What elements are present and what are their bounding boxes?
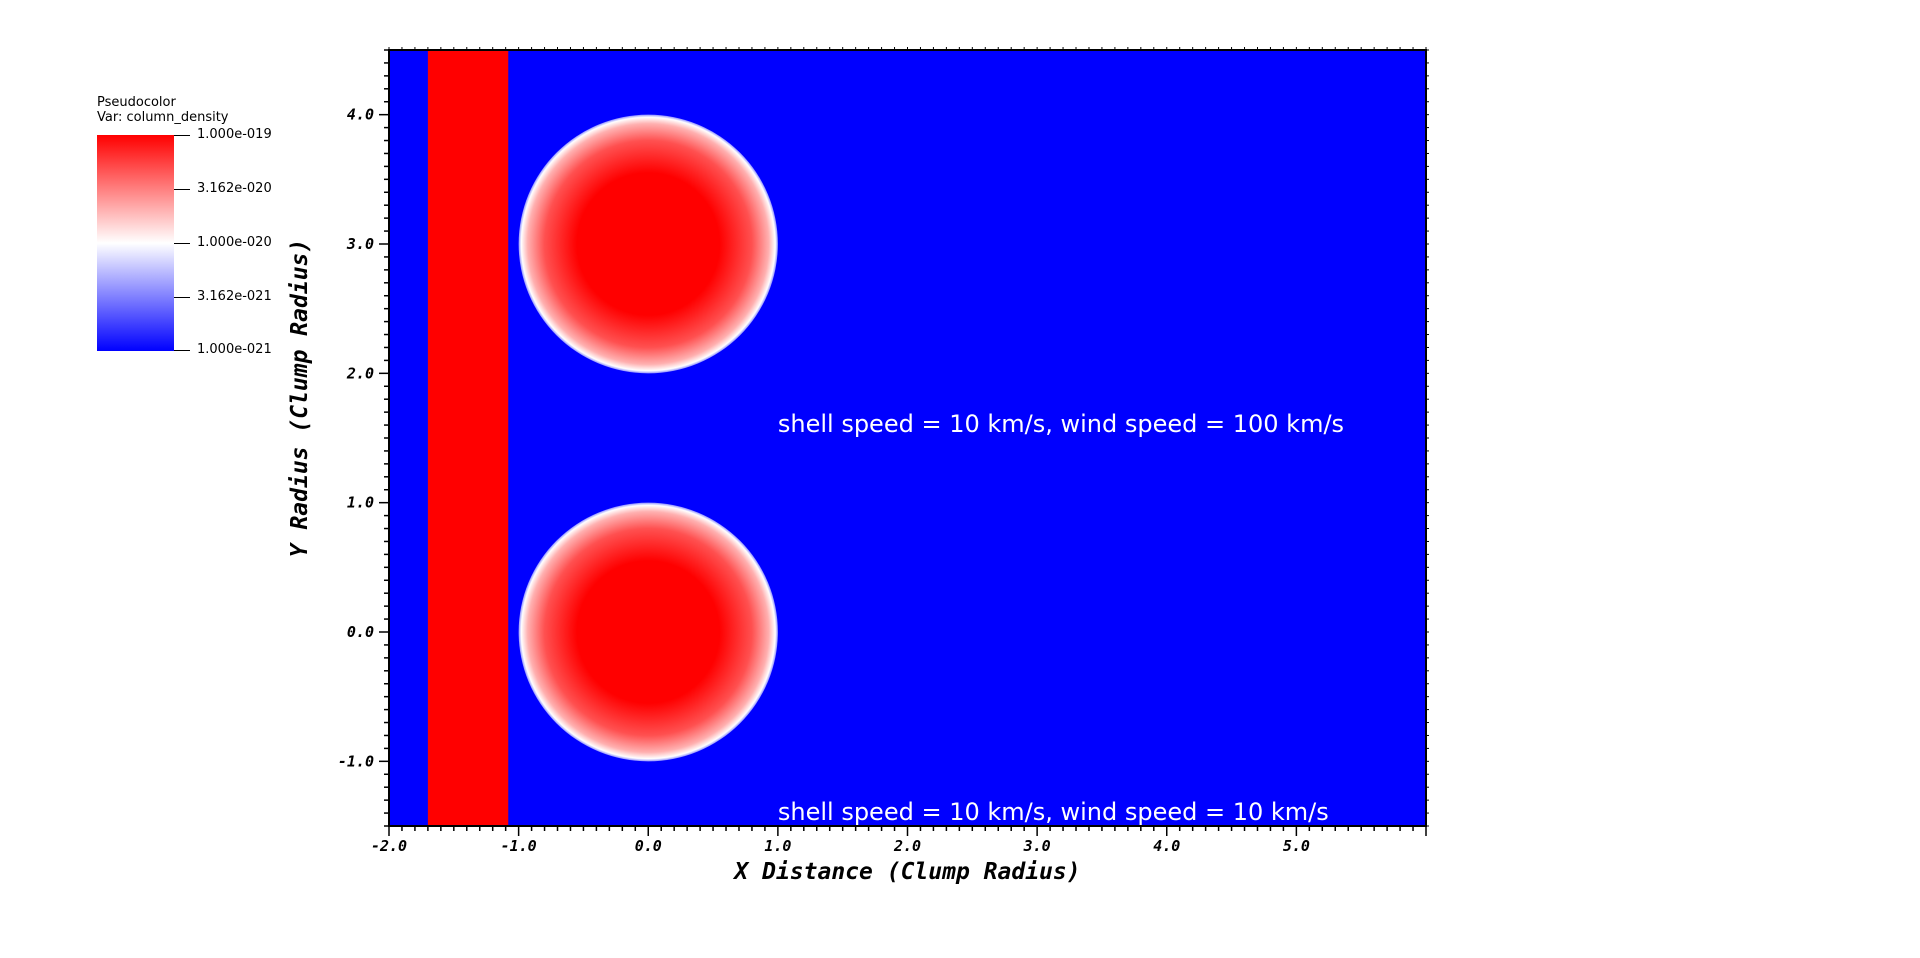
colorbar-tick (174, 297, 190, 298)
colorbar-tick (174, 135, 190, 136)
x-tick-label: 2.0 (893, 837, 921, 855)
annotation-text: shell speed = 10 km/s, wind speed = 10 k… (778, 798, 1329, 826)
x-tick-label: 4.0 (1153, 837, 1180, 855)
clump (518, 114, 778, 374)
y-tick-label: 2.0 (346, 364, 374, 382)
colorbar-label: 1.000e-020 (197, 235, 272, 250)
colorbar-tick (174, 350, 190, 351)
colorbar-legend: Pseudocolor Var: column_density 1.000e-0… (97, 95, 297, 365)
x-tick-label: -1.0 (501, 837, 537, 855)
x-tick-label: 5.0 (1283, 837, 1310, 855)
x-axis-title: X Distance (Clump Radius) (732, 859, 1080, 885)
colorbar (97, 135, 174, 351)
legend-variable: Var: column_density (97, 110, 229, 125)
x-tick-label: 1.0 (764, 837, 791, 855)
y-tick-label: 1.0 (347, 494, 374, 512)
y-axis-title: Y Radius (Clump Radius) (287, 239, 313, 558)
x-tick-label: 0.0 (635, 837, 662, 855)
colorbar-label: 1.000e-021 (197, 342, 272, 357)
shell-band (427, 50, 509, 826)
colorbar-tick (174, 189, 190, 190)
x-tick-label: 3.0 (1023, 837, 1051, 855)
colorbar-tick (174, 243, 190, 244)
colorbar-label: 3.162e-021 (197, 289, 272, 304)
colorbar-label: 3.162e-020 (197, 181, 272, 196)
clump (518, 502, 778, 762)
x-tick-label: -2.0 (371, 837, 407, 855)
y-tick-label: 4.0 (347, 106, 374, 124)
annotation-text: shell speed = 10 km/s, wind speed = 100 … (778, 410, 1344, 438)
y-tick-label: 3.0 (346, 235, 374, 253)
y-tick-label: 0.0 (347, 623, 374, 641)
y-tick-label: -1.0 (338, 752, 374, 770)
colorbar-label: 1.000e-019 (197, 127, 272, 142)
legend-title: Pseudocolor (97, 95, 176, 110)
